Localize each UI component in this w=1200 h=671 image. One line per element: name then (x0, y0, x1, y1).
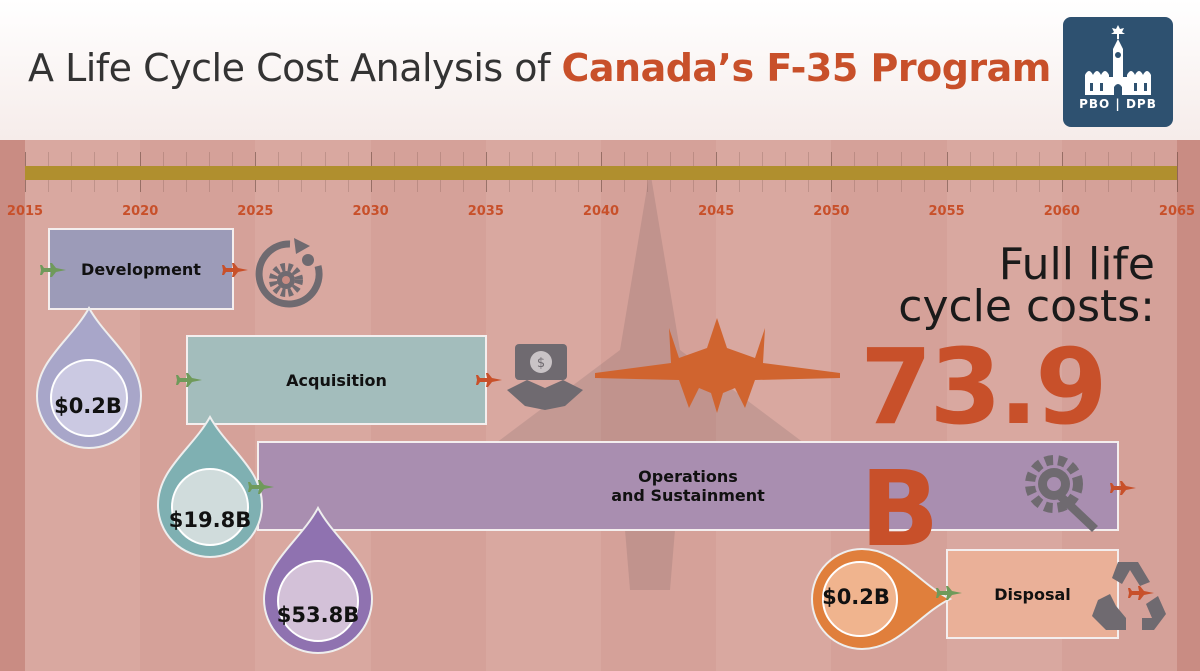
year-label: 2035 (467, 204, 504, 219)
year-label: 2055 (928, 204, 965, 219)
disposal-label: Disposal (994, 584, 1071, 604)
pbo-logo: PBO | DPB (1063, 17, 1173, 127)
year-label: 2065 (1158, 204, 1196, 219)
operations-cost-drop (262, 505, 374, 654)
operations-label-line1: Operations (638, 467, 738, 486)
year-label: 2040 (582, 204, 620, 219)
phase-end-jet-icon (222, 262, 248, 277)
f35-jet-icon (595, 318, 840, 413)
phase-end-jet-icon (476, 372, 502, 387)
total-cost: 73.9 B (860, 326, 1108, 570)
disposal-cost-drop (811, 547, 953, 651)
handshake-money-icon: $ (507, 344, 583, 410)
svg-text:$: $ (537, 356, 545, 371)
header: A Life Cycle Cost Analysis of Canada’s F… (0, 0, 1200, 140)
development-cost: $0.2B (54, 394, 122, 418)
year-label: 2030 (352, 204, 389, 219)
operations-label-line2: and Sustainment (611, 486, 765, 505)
phase-acquisition: Acquisition (186, 335, 487, 425)
summary-line2: cycle costs: (898, 281, 1155, 332)
acquisition-cost-drop (156, 414, 264, 558)
phase-disposal: Disposal (946, 549, 1119, 639)
acquisition-cost: $19.8B (168, 508, 252, 532)
year-label: 2045 (698, 204, 735, 219)
phase-start-jet-icon (40, 262, 66, 277)
operations-cost: $53.8B (276, 603, 360, 627)
year-label: 2060 (1043, 204, 1080, 219)
phase-start-jet-icon (248, 479, 274, 494)
disposal-cost: $0.2B (822, 585, 890, 609)
year-label: 2015 (6, 204, 44, 219)
parliament-icon (1085, 25, 1151, 95)
title-prefix: A Life Cycle Cost Analysis of (28, 46, 562, 90)
phase-operations: Operations and Sustainment (257, 441, 1119, 531)
recycle-icon (1092, 562, 1166, 630)
year-label: 2050 (813, 204, 850, 219)
development-label: Development (81, 259, 201, 279)
year-label: 2020 (122, 204, 159, 219)
phase-end-jet-icon (1128, 585, 1154, 600)
logo-text: PBO | DPB (1079, 97, 1157, 111)
development-cost-drop (35, 305, 143, 449)
wrench-gear-icon (1025, 455, 1098, 532)
timeline-band (601, 140, 717, 671)
timeline-bar (25, 166, 1177, 180)
title-highlight: Canada’s F-35 Program (561, 46, 1051, 90)
phase-development: Development (48, 228, 234, 310)
acquisition-label: Acquisition (286, 370, 387, 390)
year-label: 2025 (237, 204, 274, 219)
timeline-tick (1177, 152, 1178, 192)
page-title: A Life Cycle Cost Analysis of Canada’s F… (28, 46, 1051, 90)
timeline-band (716, 140, 832, 671)
phase-start-jet-icon (936, 585, 962, 600)
gear-cycle-icon (255, 238, 323, 308)
summary-line1: Full life (998, 239, 1155, 290)
phase-end-jet-icon (1110, 480, 1136, 495)
phase-start-jet-icon (176, 372, 202, 387)
